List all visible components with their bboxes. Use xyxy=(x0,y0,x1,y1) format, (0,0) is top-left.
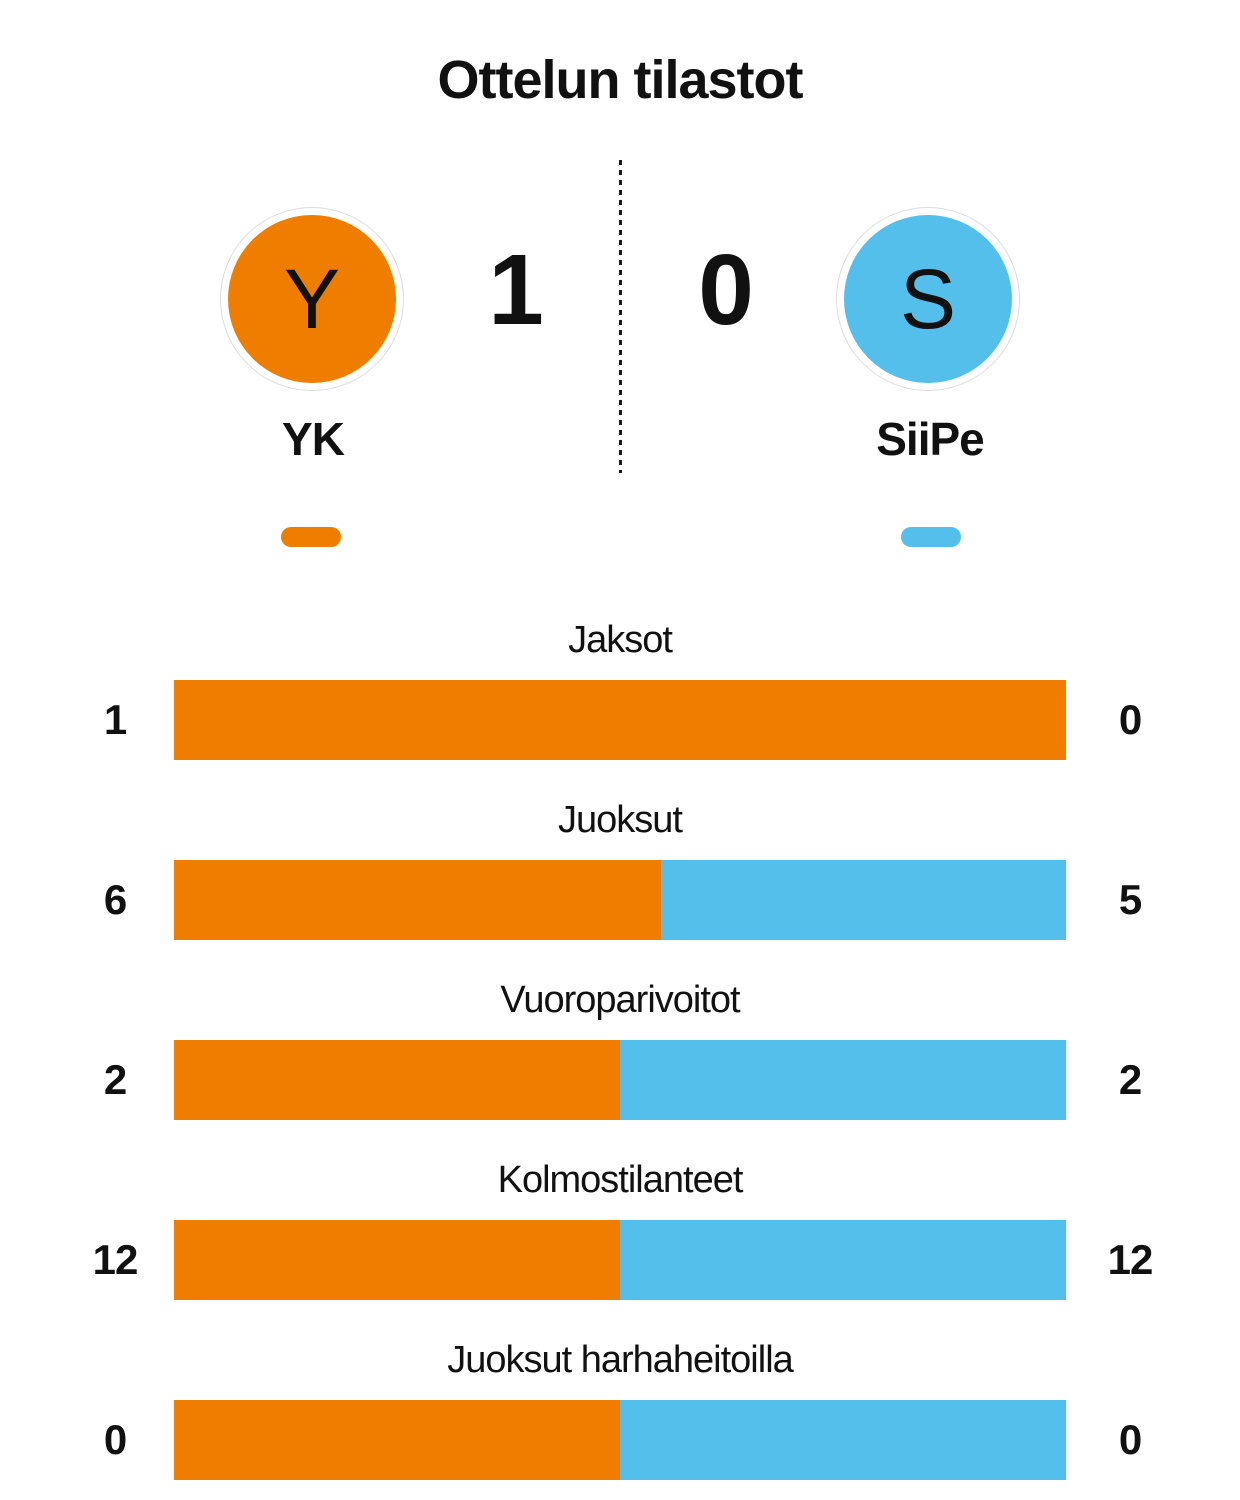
home-bar-segment xyxy=(174,1400,620,1480)
away-bar-segment xyxy=(660,860,1066,940)
home-bar-segment xyxy=(174,680,1066,760)
away-team-disc: S xyxy=(844,215,1012,383)
stat-bar-row: 12 12 xyxy=(0,1220,1240,1300)
stat-bar xyxy=(174,680,1066,760)
away-bar-segment xyxy=(620,1220,1066,1300)
home-stat-value: 12 xyxy=(92,1236,139,1283)
home-score: 1 xyxy=(488,234,544,346)
home-bar-segment xyxy=(174,860,661,940)
dotted-divider xyxy=(619,160,622,473)
home-stat-value: 6 xyxy=(103,876,127,923)
stat-bar-row: 0 0 xyxy=(0,1400,1240,1480)
home-team-initial: Y xyxy=(283,252,341,346)
stat-bar xyxy=(174,1400,1066,1480)
away-stat-value: 5 xyxy=(1118,876,1142,923)
stat-bar-row: 1 0 xyxy=(0,680,1240,760)
home-team-badge: Y xyxy=(220,207,404,391)
away-score: 0 xyxy=(698,234,754,346)
away-team-badge: S xyxy=(836,207,1020,391)
stat-label: Juoksut xyxy=(558,798,683,841)
stat-label: Kolmostilanteet xyxy=(497,1158,744,1201)
home-bar-segment xyxy=(174,1040,620,1120)
stats-list: Jaksot 1 0 Juoksut 6 5 xyxy=(0,600,1240,1500)
stat-label: Juoksut harhaheitoilla xyxy=(447,1338,794,1381)
stat-bar-row: 2 2 xyxy=(0,1040,1240,1120)
stat-label: Jaksot xyxy=(568,618,673,661)
home-stat-value: 2 xyxy=(103,1056,127,1103)
away-team-name: SiiPe xyxy=(876,413,985,465)
legend xyxy=(0,480,1240,600)
stat-group: Juoksut harhaheitoilla 0 0 xyxy=(0,1320,1240,1500)
away-stat-value: 0 xyxy=(1118,696,1142,743)
scoreboard: Y 1 0 S YK SiiPe xyxy=(0,160,1240,480)
home-team-disc: Y xyxy=(228,215,396,383)
away-stat-value: 12 xyxy=(1107,1236,1154,1283)
away-bar-segment xyxy=(620,1400,1066,1480)
stat-group: Vuoroparivoitot 2 2 xyxy=(0,960,1240,1140)
home-legend-pill xyxy=(281,527,341,547)
home-team-name: YK xyxy=(282,413,345,465)
stat-group: Jaksot 1 0 xyxy=(0,600,1240,780)
stat-bar xyxy=(174,1220,1066,1300)
stat-group: Kolmostilanteet 12 12 xyxy=(0,1140,1240,1320)
stat-bar-row: 6 5 xyxy=(0,860,1240,940)
stat-bar xyxy=(174,860,1066,940)
stat-bar xyxy=(174,1040,1066,1120)
away-legend-pill xyxy=(901,527,961,547)
home-bar-segment xyxy=(174,1220,620,1300)
away-stat-value: 2 xyxy=(1118,1056,1142,1103)
stat-group: Juoksut 6 5 xyxy=(0,780,1240,960)
away-team-initial: S xyxy=(899,252,957,346)
home-stat-value: 0 xyxy=(103,1416,127,1463)
stat-label: Vuoroparivoitot xyxy=(500,978,740,1021)
away-stat-value: 0 xyxy=(1118,1416,1142,1463)
header: Ottelun tilastot xyxy=(0,0,1240,160)
away-bar-segment xyxy=(620,1040,1066,1120)
page-title: Ottelun tilastot xyxy=(437,50,804,110)
home-stat-value: 1 xyxy=(103,696,127,743)
